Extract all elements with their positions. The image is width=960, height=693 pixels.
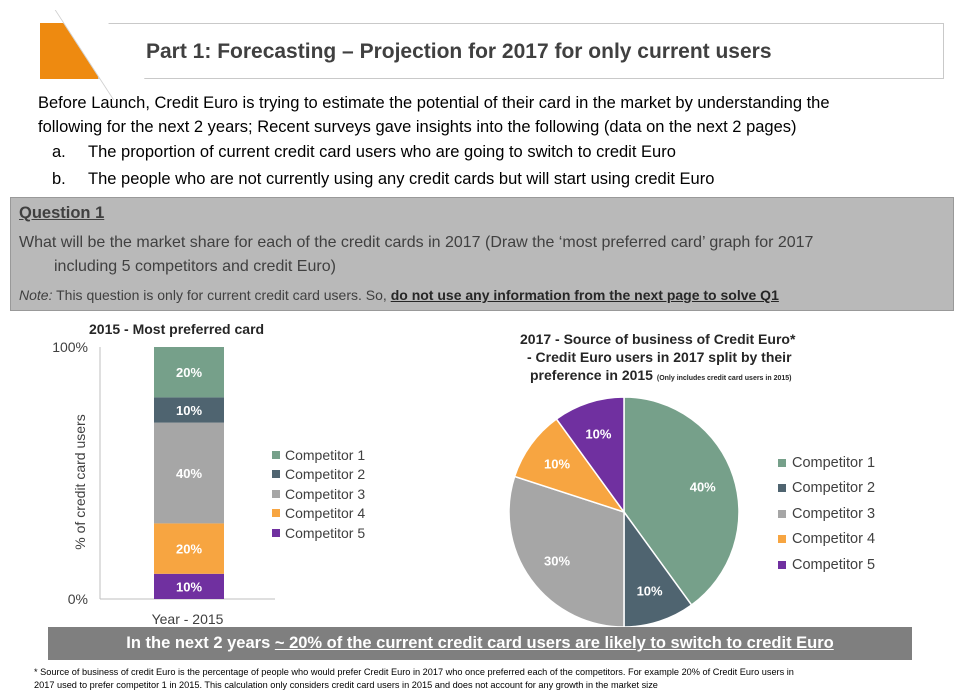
summary-text: In the next 2 years ~ 20% of the current… (48, 634, 912, 653)
bar-xtick: Year - 2015 (152, 611, 224, 627)
pie-legend-item-4: Competitor 4 (778, 527, 875, 553)
pie-slice-competitor-5 (555, 396, 625, 515)
intro-line-1: Before Launch, Credit Euro is trying to … (38, 94, 830, 112)
bar-legend-item-2: Competitor 2 (272, 465, 365, 485)
bar-legend-label-2: Competitor 2 (285, 466, 366, 483)
pie-legend-item-1: Competitor 1 (778, 450, 875, 476)
question-line-2: including 5 competitors and credit Euro) (54, 258, 336, 275)
pie-legend-label-4: Competitor 4 (792, 531, 876, 548)
pie-chart: 40% 10% 30% 10% 10% (508, 396, 740, 628)
intro-item-b-marker: b. (52, 170, 66, 188)
bar-label-competitor-1: 20% (176, 365, 202, 380)
bar-segment-competitor-3 (154, 422, 224, 524)
pie-legend-item-5: Competitor 5 (778, 552, 875, 578)
question-heading: Question 1 (19, 204, 105, 222)
pie-legend-label-2: Competitor 2 (792, 480, 876, 497)
bar-legend-item-1: Competitor 1 (272, 445, 365, 465)
pie-title-note: (Only includes credit card users in 2015… (656, 375, 792, 382)
intro-item-b: The people who are not currently using a… (88, 170, 715, 188)
bar-segment-competitor-1 (154, 347, 224, 398)
bar-segment-competitor-4 (154, 523, 224, 574)
pie-slice-competitor-3 (508, 475, 625, 628)
pie-label-competitor-3: 30% (544, 554, 570, 569)
pie-legend-swatch-5 (778, 560, 786, 569)
bar-legend-item-5: Competitor 5 (272, 523, 365, 543)
bar-ytick-0: 0% (68, 591, 88, 607)
bar-legend-swatch-4 (272, 509, 280, 518)
pie-label-competitor-2: 10% (637, 584, 663, 599)
pie-legend-item-2: Competitor 2 (778, 476, 875, 502)
bar-legend-swatch-2 (272, 470, 280, 479)
summary-emphasis: ~ 20% of the current credit card users a… (274, 634, 834, 652)
bar-label-competitor-4: 20% (176, 542, 202, 557)
pie-legend-swatch-2 (778, 484, 786, 493)
intro-item-a: The proportion of current credit card us… (88, 143, 676, 161)
bar-legend-item-3: Competitor 3 (272, 484, 365, 504)
bar-legend-item-4: Competitor 4 (272, 504, 365, 524)
pie-legend-swatch-1 (778, 458, 786, 467)
summary-prefix: In the next 2 years (126, 634, 275, 652)
pie-legend-label-3: Competitor 3 (792, 505, 876, 522)
question-box (10, 197, 954, 311)
pie-slice-competitor-4 (513, 417, 626, 514)
bar-legend-label-4: Competitor 4 (285, 505, 366, 522)
footnote-line-1: * Source of business of credit Euro is t… (34, 667, 794, 677)
footnote-line-2: 2017 used to prefer competitor 1 in 2015… (34, 680, 658, 690)
note-text: This question is only for current credit… (52, 287, 391, 303)
header-box (98, 23, 944, 79)
pie-chart-title-line-1: 2017 - Source of business of Credit Euro… (520, 331, 796, 347)
pie-legend-swatch-4 (778, 535, 786, 544)
bar-label-competitor-5: 10% (176, 579, 202, 594)
pie-label-competitor-5: 10% (585, 426, 611, 441)
bar-chart-title: 2015 - Most preferred card (89, 321, 265, 337)
pie-slice-competitor-1 (623, 396, 740, 607)
pie-legend-label-5: Competitor 5 (792, 556, 876, 573)
note-label: Note: (19, 287, 53, 303)
pie-chart-title-line-2: - Credit Euro users in 2017 split by the… (527, 349, 792, 365)
bar-ytick-100: 100% (52, 339, 88, 355)
bar-legend-label-1: Competitor 1 (285, 446, 366, 463)
bar-legend-swatch-3 (272, 489, 280, 498)
pie-legend-swatch-3 (778, 509, 786, 518)
pie-label-competitor-4: 10% (544, 456, 570, 471)
summary-bar (48, 627, 912, 660)
bar-label-competitor-2: 10% (176, 403, 202, 418)
bar-legend-swatch-5 (272, 528, 280, 537)
page-title: Part 1: Forecasting – Projection for 201… (146, 40, 772, 63)
bar-chart: 100% 0% Year - 2015 10% 20% 40% 10% 20% (52, 339, 275, 627)
pie-title-main: preference in 2015 (530, 367, 653, 383)
bar-label-competitor-3: 40% (176, 466, 202, 481)
bar-chart-legend: Competitor 1 Competitor 2 Competitor 3 Comp… (272, 445, 365, 543)
question-note: Note: This question is only for current … (19, 287, 779, 303)
pie-label-competitor-1: 40% (690, 479, 716, 494)
pie-chart-title-line-3: preference in 2015 (Only includes credit… (530, 367, 791, 383)
bar-segment-competitor-5 (154, 573, 224, 599)
bar-legend-label-5: Competitor 5 (285, 524, 366, 541)
bar-legend-swatch-1 (272, 450, 280, 459)
bar-legend-label-3: Competitor 3 (285, 485, 366, 502)
note-emphasis: do not use any information from the next… (390, 287, 779, 303)
intro-item-a-marker: a. (52, 143, 66, 161)
pie-legend-label-1: Competitor 1 (792, 454, 876, 471)
question-line-1: What will be the market share for each o… (19, 234, 814, 251)
intro-line-2: following for the next 2 years; Recent s… (38, 118, 797, 136)
pie-chart-legend: Competitor 1 Competitor 2 Competitor 3 Comp… (778, 450, 875, 578)
pie-slice-competitor-2 (623, 509, 693, 628)
bar-segment-competitor-2 (154, 397, 224, 423)
pie-legend-item-3: Competitor 3 (778, 501, 875, 527)
